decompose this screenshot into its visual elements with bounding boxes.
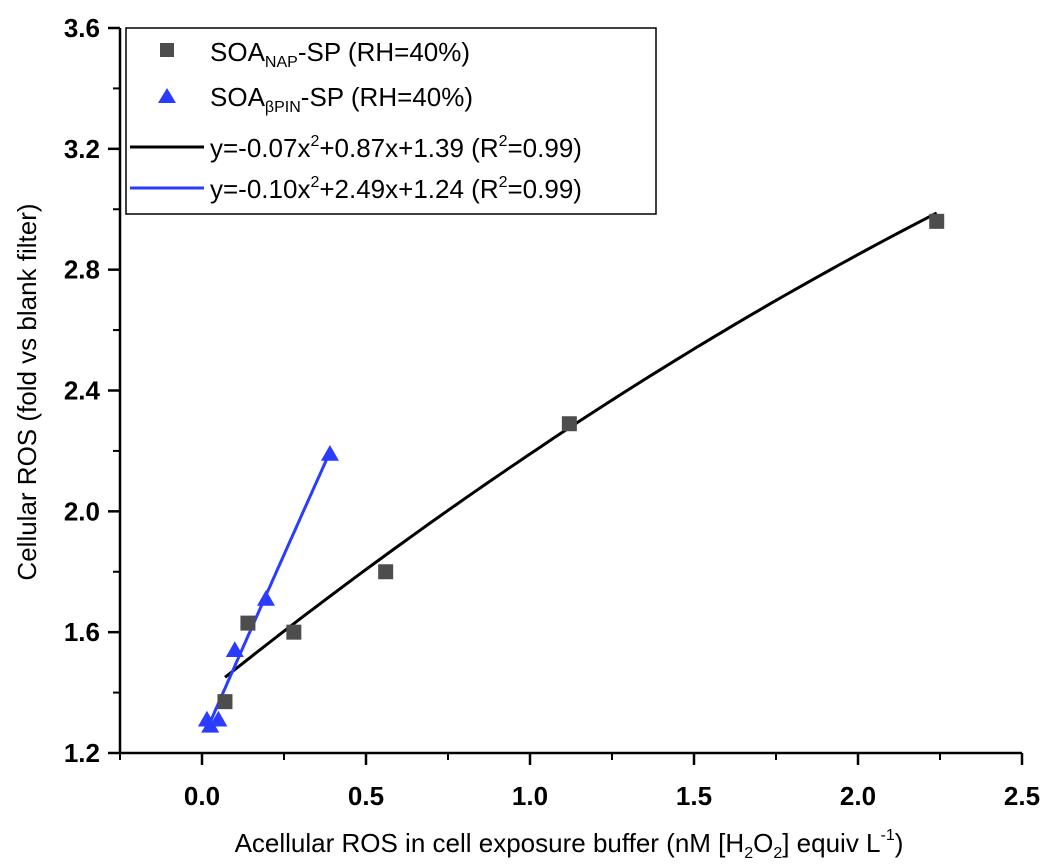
- y-tick-label: 1.2: [64, 738, 100, 768]
- data-point-nap: [929, 213, 945, 229]
- legend: SOANAP-SP (RH=40%) SOAβPIN-SP (RH=40%) y…: [125, 27, 657, 215]
- y-tick-label: 2.0: [64, 496, 100, 526]
- y-tick-label: 2.4: [64, 376, 101, 406]
- legend-triangle-marker: [158, 88, 176, 103]
- x-axis-title-sup: -1: [881, 827, 895, 844]
- legend-label-part: y=-0.10x: [210, 174, 310, 204]
- legend-label-sup: 2: [499, 133, 508, 150]
- legend-label-sup: 2: [310, 133, 319, 150]
- legend-label-sup: 2: [310, 174, 319, 191]
- data-point-bpin: [225, 641, 244, 658]
- y-tick-label: 1.6: [64, 617, 100, 647]
- legend-label-bpin-fit: y=-0.10x2+2.49x+1.24 (R2=0.99): [210, 174, 582, 204]
- fit-curve-nap_fit: [224, 211, 938, 679]
- y-axis-title: Cellular ROS (fold vs blank filter): [12, 203, 42, 580]
- data-point-nap: [561, 416, 577, 432]
- x-tick-label: 2.0: [840, 781, 876, 811]
- legend-label-bpin: SOAβPIN-SP (RH=40%): [210, 82, 473, 116]
- legend-label-part: -SP (RH=40%): [301, 82, 473, 112]
- legend-label-part: SOA: [210, 82, 266, 112]
- legend-label-part: SOA: [210, 37, 266, 67]
- x-axis-title-part: ] equiv L: [782, 828, 880, 858]
- data-point-nap: [286, 624, 302, 640]
- data-point-nap: [378, 564, 394, 580]
- y-tick-label: 2.8: [64, 255, 100, 285]
- legend-square-marker: [160, 43, 174, 57]
- y-tick-label: 3.2: [64, 134, 100, 164]
- fit-curve-bpin_fit: [205, 451, 332, 731]
- x-tick-label: 0.5: [348, 781, 384, 811]
- data-point-bpin: [209, 710, 228, 727]
- legend-label-part: -SP (RH=40%): [298, 37, 470, 67]
- y-tick-label: 3.6: [64, 13, 100, 43]
- legend-label-part: =0.99): [508, 133, 582, 163]
- legend-label-part: +2.49x+1.24 (R: [319, 174, 498, 204]
- data-point-bpin: [201, 716, 220, 733]
- legend-label-nap: SOANAP-SP (RH=40%): [210, 37, 470, 71]
- x-tick-label: 2.5: [1004, 781, 1040, 811]
- x-tick-label: 0.0: [184, 781, 220, 811]
- legend-label-sup: 2: [499, 174, 508, 191]
- legend-label-part: =0.99): [508, 174, 582, 204]
- x-axis-title-sub: 2: [773, 845, 782, 862]
- data-point-bpin: [256, 589, 275, 606]
- x-axis-title-part: Acellular ROS in cell exposure buffer (n…: [235, 828, 745, 858]
- x-tick-label: 1.5: [676, 781, 712, 811]
- legend-label-nap-fit: y=-0.07x2+0.87x+1.39 (R2=0.99): [210, 133, 582, 163]
- x-axis-title: Acellular ROS in cell exposure buffer (n…: [235, 827, 904, 862]
- legend-box: [125, 27, 657, 215]
- x-axis-title-sub: 2: [744, 845, 753, 862]
- data-point-nap: [217, 694, 233, 710]
- x-axis-title-part: ): [895, 828, 904, 858]
- data-point-nap: [240, 615, 256, 631]
- legend-label-part: y=-0.07x: [210, 133, 310, 163]
- x-axis-title-part: O: [753, 828, 773, 858]
- x-tick-label: 1.0: [512, 781, 548, 811]
- legend-label-part: +0.87x+1.39 (R: [319, 133, 498, 163]
- data-point-bpin: [320, 444, 339, 461]
- legend-label-sub: NAP: [265, 54, 298, 71]
- legend-label-sub: βPIN: [265, 99, 301, 116]
